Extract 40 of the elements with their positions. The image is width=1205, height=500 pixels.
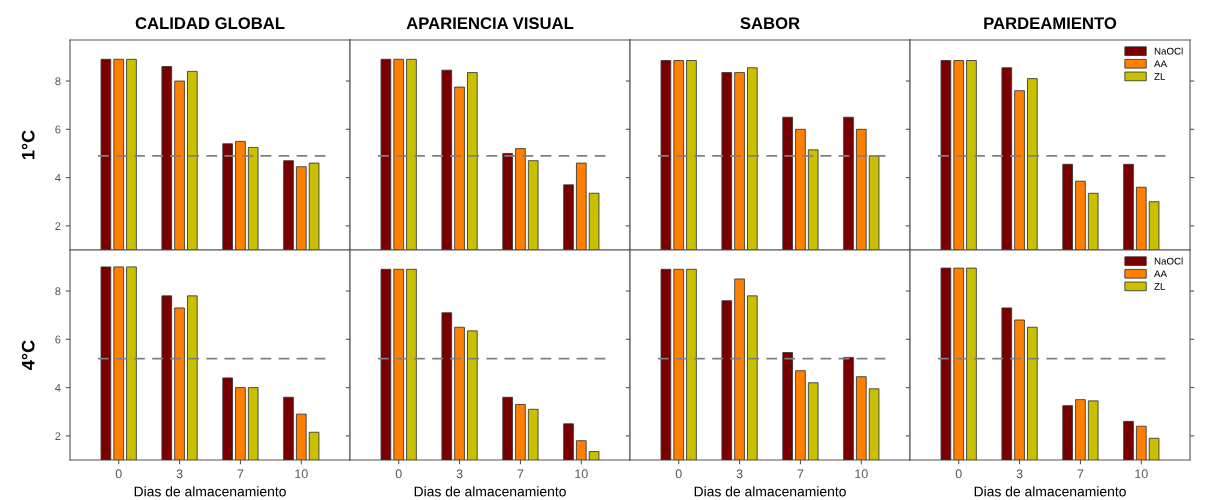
x-tick-label: 0 <box>675 469 682 479</box>
y-tick-label: 2 <box>55 222 61 230</box>
x-tick-label: 3 <box>1016 469 1023 479</box>
legend-label: NaOCl <box>1154 47 1183 55</box>
x-tick-label: 10 <box>575 469 588 479</box>
x-tick-label: 7 <box>1077 469 1084 479</box>
chart-title: PARDEAMIENTO <box>984 17 1117 30</box>
chart-title: SABOR <box>740 17 800 30</box>
chart-title: APARIENCIA VISUAL <box>406 17 574 30</box>
legend-label: ZL <box>1154 283 1166 290</box>
x-tick-label: 0 <box>955 469 962 479</box>
x-tick-label: 3 <box>456 469 463 479</box>
legend-label: AA <box>1154 270 1167 278</box>
x-axis-title: Dias de almacenamiento <box>134 486 286 497</box>
chart-title: CALIDAD GLOBAL <box>135 17 285 30</box>
x-tick-label: 10 <box>1135 469 1148 479</box>
x-axis-title: Dias de almacenamiento <box>694 486 846 497</box>
x-tick-label: 0 <box>395 469 402 479</box>
y-axis-title: 4°C <box>21 340 35 370</box>
x-axis-title: Dias de almacenamiento <box>974 486 1126 497</box>
x-tick-label: 7 <box>517 469 524 479</box>
x-tick-label: 3 <box>736 469 743 479</box>
x-tick-label: 3 <box>176 469 183 479</box>
legend-label: AA <box>1154 60 1167 68</box>
legend-label: ZL <box>1154 73 1166 80</box>
y-tick-label: 2 <box>55 432 61 440</box>
x-tick-label: 10 <box>295 469 308 479</box>
x-axis-title: Dias de almacenamiento <box>414 486 566 497</box>
x-tick-label: 7 <box>237 469 244 479</box>
y-tick-label: 6 <box>55 125 61 134</box>
y-axis-title: 1°C <box>21 130 35 160</box>
x-tick-label: 7 <box>797 469 804 479</box>
x-tick-label: 0 <box>115 469 122 479</box>
y-tick-label: 8 <box>55 77 61 86</box>
legend-label: NaOCl <box>1154 257 1183 265</box>
y-tick-label: 4 <box>55 383 61 392</box>
y-tick-label: 8 <box>55 287 61 296</box>
x-tick-label: 10 <box>855 469 868 479</box>
y-tick-label: 4 <box>55 173 61 182</box>
y-tick-label: 6 <box>55 335 61 344</box>
